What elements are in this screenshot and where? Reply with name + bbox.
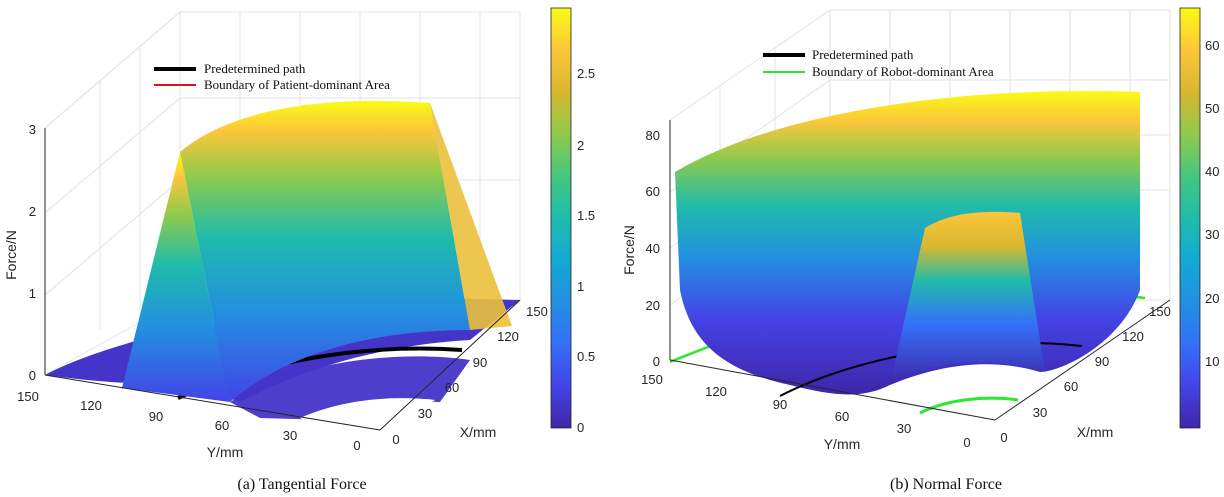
panel-a-ytick: 150 <box>17 389 39 404</box>
panel-b-cbtick: 60 <box>1205 38 1219 53</box>
panel-b-ytick-group: 150 120 90 60 30 0 <box>641 372 970 450</box>
panel-b-ytick: 90 <box>773 397 787 412</box>
panel-b-colorbar: 60 50 40 30 20 10 <box>1179 7 1219 429</box>
panel-a-caption: (a) Tangential Force <box>237 476 366 493</box>
panel-a-right-slope <box>430 103 512 330</box>
panel-b-xlabel: X/mm <box>1077 424 1114 440</box>
panel-a-cbtick: 0 <box>577 420 584 435</box>
panel-a-legend-label-path: Predetermined path <box>204 61 306 76</box>
panel-a-cbtick: 1 <box>577 279 584 294</box>
panel-a-xtick: 90 <box>473 355 487 370</box>
panel-a-ytick: 30 <box>283 428 297 443</box>
panel-a-xlabel: X/mm <box>460 424 497 440</box>
panel-b-boundary-inner <box>919 396 1019 415</box>
panel-b-inner-wall <box>890 211 1045 385</box>
panel-a-colorbar-bar <box>550 7 572 429</box>
panel-a-ylabel: Y/mm <box>207 444 244 460</box>
panel-a-ztick: 1 <box>29 286 36 301</box>
panel-a-colorbar: 2.5 2 1.5 1 0.5 0 <box>550 7 595 435</box>
panel-a-axes <box>44 128 521 431</box>
panel-a-ztick: 2 <box>29 204 36 219</box>
panel-b-colorbar-bar <box>1179 7 1201 429</box>
panel-a-left-slope <box>122 152 230 402</box>
panel-a-ytick-group: 150 120 90 60 30 0 <box>17 389 360 453</box>
panel-b-legend-label-boundary: Boundary of Robot-dominant Area <box>812 64 994 79</box>
panel-a-zlabel: Force/N <box>3 230 19 280</box>
panel-a-top-wall <box>180 100 470 402</box>
panel-b-axes <box>669 120 1171 421</box>
panel-b-ytick: 30 <box>897 421 911 436</box>
panel-b-ylabel: Y/mm <box>824 436 861 452</box>
panel-b-xtick: 90 <box>1095 354 1109 369</box>
panel-b-ztick: 0 <box>653 354 660 369</box>
panel-a-xtick: 60 <box>445 380 459 395</box>
panel-a-ytick: 60 <box>215 418 229 433</box>
panel-b-caption: (b) Normal Force <box>890 476 1002 493</box>
panel-a-xtick: 30 <box>418 406 432 421</box>
panel-b-ztick: 20 <box>646 298 660 313</box>
panel-a-inner-floor <box>230 356 470 420</box>
panel-b-ytick: 60 <box>835 409 849 424</box>
panel-b-xtick-group: 0 30 60 90 120 150 <box>1000 304 1170 445</box>
panel-b: 0 20 40 60 80 Force/N 150 120 90 60 30 0… <box>621 7 1219 493</box>
panel-b-ytick: 120 <box>705 384 727 399</box>
panel-a-legend: Predetermined path Boundary of Patient-d… <box>154 61 390 92</box>
panel-b-ztick: 60 <box>646 184 660 199</box>
panel-b-ytick: 0 <box>963 435 970 450</box>
panel-b-ztick-group: 0 20 40 60 80 <box>646 128 660 369</box>
panel-a-ytick: 0 <box>353 438 360 453</box>
panel-a-xtick: 120 <box>497 329 519 344</box>
panel-a-xtick: 150 <box>526 304 548 319</box>
panel-b-ztick: 80 <box>646 128 660 143</box>
panel-b-xtick: 30 <box>1033 405 1047 420</box>
panel-b-legend-label-path: Predetermined path <box>812 47 914 62</box>
panel-b-xtick: 150 <box>1149 304 1171 319</box>
panel-a-cbtick: 2 <box>577 138 584 153</box>
panel-a-xtick-group: 0 30 60 90 120 150 <box>392 304 547 447</box>
panel-b-ztick: 40 <box>646 241 660 256</box>
panel-a-ztick: 3 <box>29 122 36 137</box>
panel-b-cbtick: 10 <box>1205 354 1219 369</box>
panel-b-zlabel: Force/N <box>621 225 637 275</box>
panel-a-ytick: 120 <box>80 398 102 413</box>
panel-a-cbtick: 0.5 <box>577 349 595 364</box>
panel-a-legend-label-boundary: Boundary of Patient-dominant Area <box>204 77 390 92</box>
panel-b-cbtick: 20 <box>1205 291 1219 306</box>
panel-a-ztick: 0 <box>29 368 36 383</box>
panel-b-legend: Predetermined path Boundary of Robot-dom… <box>763 47 994 79</box>
panel-b-xtick: 120 <box>1122 329 1144 344</box>
panel-a-xtick: 0 <box>392 432 399 447</box>
panel-b-cbtick: 40 <box>1205 164 1219 179</box>
panel-a-cbtick: 1.5 <box>577 208 595 223</box>
panel-b-cbtick: 50 <box>1205 101 1219 116</box>
panel-b-xtick: 0 <box>1000 430 1007 445</box>
panel-a-ztick-group: 0 1 2 3 <box>29 122 36 383</box>
panel-a-cbtick: 2.5 <box>577 66 595 81</box>
panel-a-ytick: 90 <box>149 409 163 424</box>
panel-b-cbtick: 30 <box>1205 227 1219 242</box>
panel-b-xtick: 60 <box>1064 379 1078 394</box>
panel-a: 0 1 2 3 Force/N 150 120 90 60 30 0 Y/mm … <box>3 7 595 493</box>
panel-b-ytick: 150 <box>641 372 663 387</box>
